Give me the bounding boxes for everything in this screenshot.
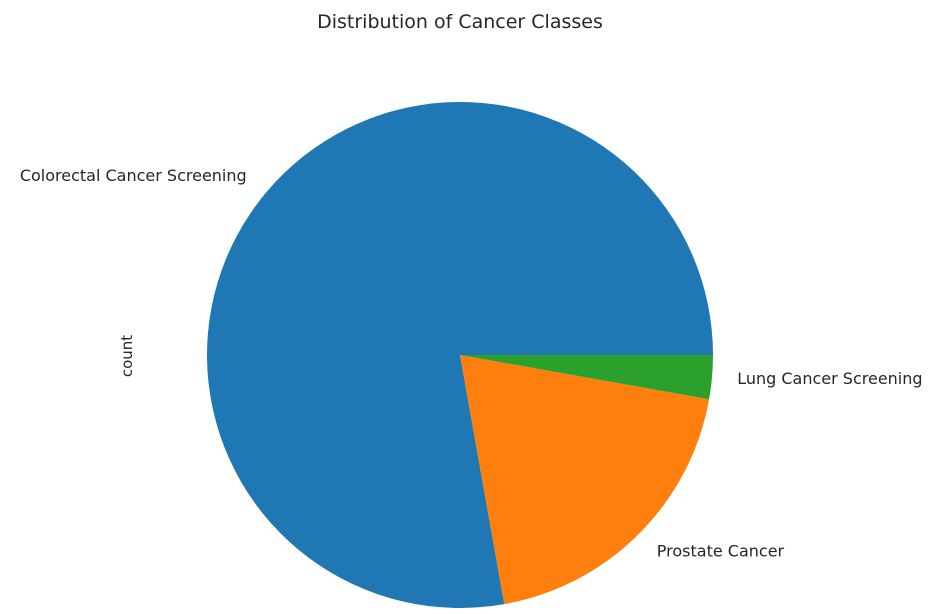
pie-slice-colorectal-cancer-screening xyxy=(207,102,713,608)
pie-slices xyxy=(207,102,713,608)
pie-label-prostate-cancer: Prostate Cancer xyxy=(657,541,785,560)
pie-slice-labels: Colorectal Cancer Screening Prostate Canc… xyxy=(20,166,923,561)
pie-slice-lung-cancer-screening xyxy=(460,355,713,400)
chart-title: Distribution of Cancer Classes xyxy=(317,11,603,33)
y-axis-label: count xyxy=(118,335,136,377)
pie-label-colorectal-cancer-screening: Colorectal Cancer Screening xyxy=(20,166,247,185)
pie-label-lung-cancer-screening: Lung Cancer Screening xyxy=(737,369,922,388)
pie-slice-prostate-cancer xyxy=(460,355,710,605)
